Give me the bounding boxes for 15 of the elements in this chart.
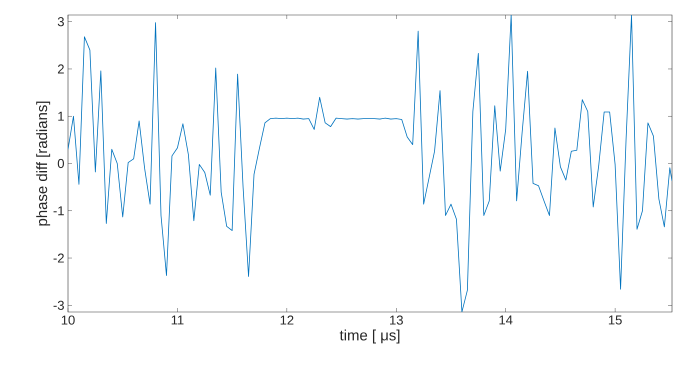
x-tick-label: 11	[172, 316, 184, 324]
y-tick-label: 0	[58, 158, 64, 168]
y-axis-title: phase diff [radians]	[36, 102, 50, 226]
y-tick-label: 3	[58, 17, 64, 26]
y-tick-label: 1	[58, 112, 64, 121]
y-tick-label: -3	[54, 300, 64, 310]
x-axis-title: time [ μs]	[340, 330, 400, 344]
y-tick-label: -2	[54, 254, 64, 263]
x-tick-label: 12	[280, 316, 294, 325]
x-tick-label: 15	[608, 316, 622, 325]
y-tick-label: -1	[54, 206, 64, 216]
x-tick-label: 14	[499, 316, 513, 324]
x-tick-label: 13	[390, 316, 403, 325]
y-tick-label: 2	[58, 64, 64, 74]
x-tick-label: 10	[62, 316, 75, 325]
